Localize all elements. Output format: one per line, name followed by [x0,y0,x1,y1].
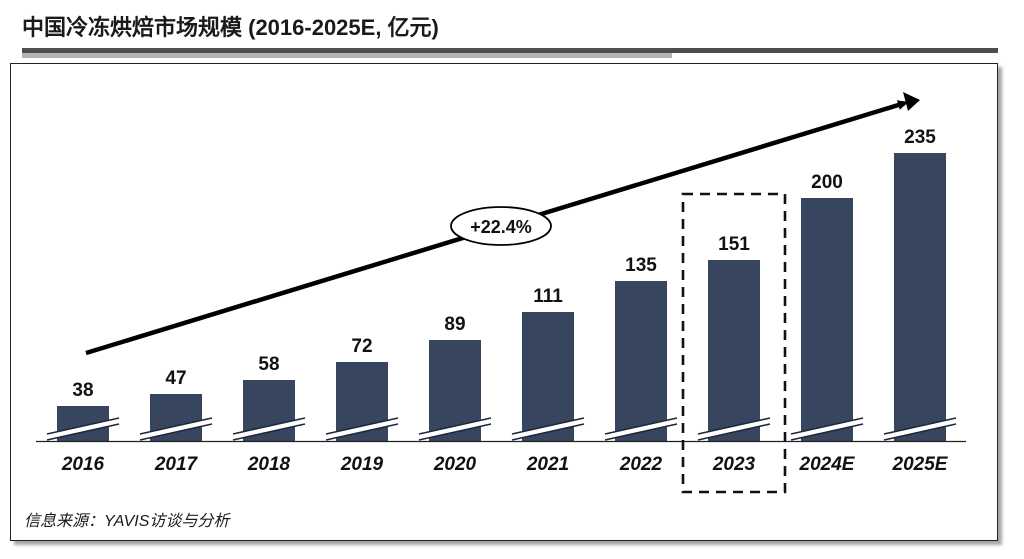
x-tick-label-2019: 2019 [340,454,384,475]
title-divider-shadow [22,53,672,58]
x-tick-label-2017: 2017 [154,454,199,475]
axis-break-gap-2019 [326,418,398,440]
x-tick-label-2023: 2023 [712,454,756,475]
axis-break-gap-2020 [419,418,491,440]
axis-break-gap-2025E [884,418,956,440]
data-label-2023: 151 [718,234,750,255]
axis-break-line-lower-2016 [46,423,120,441]
bar-2025E [894,153,946,441]
source-note: 信息来源：YAVIS访谈与分析 [24,513,230,530]
data-label-2020: 89 [444,314,465,335]
data-label-2025E: 235 [904,127,936,148]
axis-break-line-lower-2024E [790,423,864,441]
axis-break-line-lower-2018 [232,423,306,441]
axis-break-line-upper-2016 [46,417,120,435]
axis-break-line-lower-2020 [418,423,492,441]
x-tick-label-2016: 2016 [61,454,105,475]
axis-break-gap-2022 [605,418,677,440]
x-tick-label-2022: 2022 [619,454,663,475]
data-label-2024E: 200 [811,172,843,193]
x-tick-label-2025E: 2025E [892,454,949,475]
axis-break-line-lower-2025E [883,423,957,441]
x-tick-label-2024E: 2024E [799,454,856,475]
data-label-2021: 111 [533,286,563,307]
axis-break-line-upper-2019 [325,417,399,435]
cagr-label: +22.4% [470,217,532,237]
axis-break-line-lower-2022 [604,423,678,441]
title-divider [22,48,998,53]
axis-break-gap-2023 [698,418,770,440]
x-tick-label-2018: 2018 [247,454,291,475]
axis-break-line-upper-2021 [511,417,585,435]
axis-break-line-upper-2017 [139,417,213,435]
x-tick-label-2020: 2020 [433,454,477,475]
axis-break-line-upper-2025E [883,417,957,435]
axis-break-line-upper-2022 [604,417,678,435]
axis-break-line-lower-2019 [325,423,399,441]
x-tick-label-2021: 2021 [526,454,569,475]
axis-break-gap-2018 [233,418,305,440]
axis-break-gap-2021 [512,418,584,440]
axis-break-line-lower-2021 [511,423,585,441]
bar-2024E [801,198,853,441]
data-label-2016: 38 [72,380,93,401]
data-label-2018: 58 [258,354,279,375]
data-label-2022: 135 [625,255,657,276]
axis-break-gap-2017 [140,418,212,440]
bar-2022 [615,281,667,441]
axis-break-gap-2016 [47,418,119,440]
axis-break-line-lower-2017 [139,423,213,441]
cagr-ellipse [450,206,552,246]
data-label-2017: 47 [165,368,186,389]
axis-break-line-lower-2023 [697,423,771,441]
chart-title: 中国冷冻烘焙市场规模 (2016-2025E, 亿元) [22,15,439,40]
axis-break-line-upper-2024E [790,417,864,435]
axis-break-line-upper-2023 [697,417,771,435]
bar-2023 [708,260,760,441]
axis-break-gap-2024E [791,418,863,440]
bar-2021 [522,312,574,441]
highlight-box-2023 [681,192,787,494]
axis-break-line-upper-2018 [232,417,306,435]
trend-arrow-head [903,92,920,111]
data-label-2019: 72 [351,336,372,357]
axis-break-line-upper-2020 [418,417,492,435]
